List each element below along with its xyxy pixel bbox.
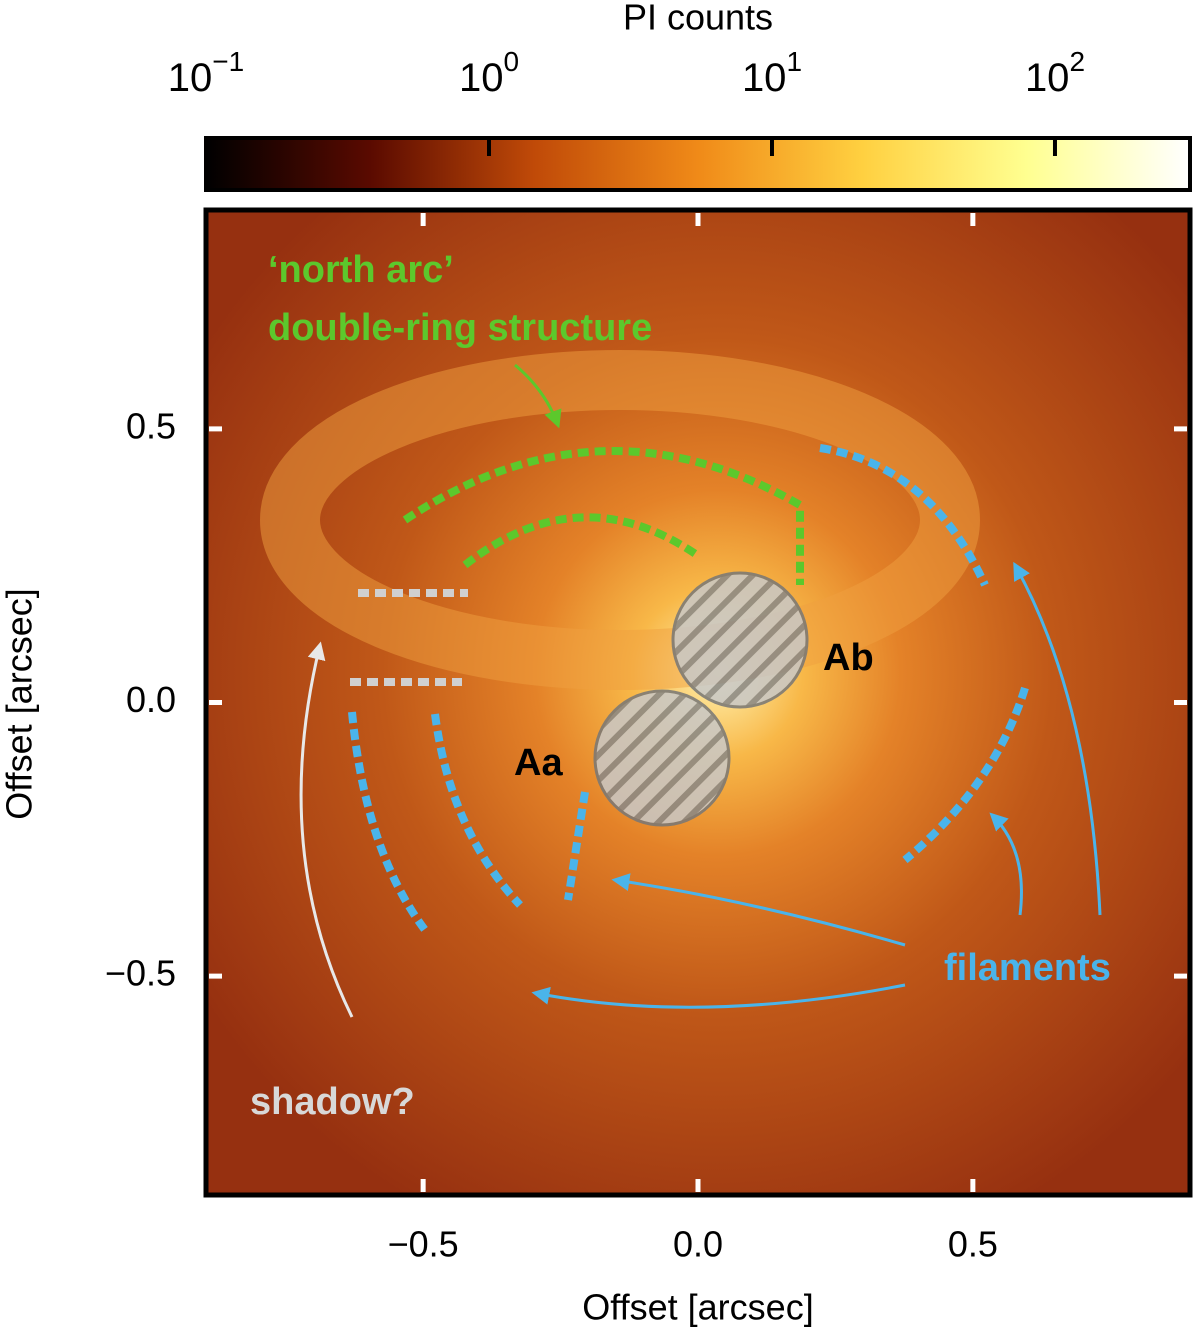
tick-base: 10: [459, 56, 504, 100]
tick-exponent: 1: [786, 46, 802, 77]
arrow: [989, 812, 1023, 916]
arrow: [1013, 561, 1102, 916]
tick-exponent: 0: [503, 46, 519, 77]
filament: [902, 686, 1029, 864]
colorbar-tick-label: 10−1: [168, 46, 244, 99]
annotation: Aa: [514, 742, 563, 784]
filament: [564, 791, 589, 901]
colorbar-tick-label: 101: [742, 46, 802, 99]
arrow: [531, 983, 906, 1009]
colorbar: [204, 136, 1192, 192]
y-tick-label: 0.0: [126, 679, 176, 720]
annotation: ‘north arc’: [268, 249, 454, 291]
x-tick-label: 0.0: [673, 1224, 723, 1265]
mask-ab: [671, 571, 809, 709]
annotation: double-ring structure: [268, 307, 652, 349]
image-layer: ‘north arc’ double-ring structure Ab Aa …: [206, 210, 1190, 1195]
tick-exponent: 2: [1069, 46, 1085, 77]
y-tick-label: 0.5: [126, 405, 176, 446]
colorbar-tick-label: 102: [1025, 46, 1085, 99]
y-tick-label: −0.5: [105, 953, 176, 994]
arrow: [611, 873, 906, 947]
mask-aa: [593, 689, 731, 827]
x-tick-label: −0.5: [388, 1224, 459, 1265]
filament: [348, 711, 429, 933]
annotation: shadow?: [250, 1081, 415, 1123]
colorbar-label: PI counts: [623, 0, 773, 38]
tick-base: 10: [1025, 56, 1070, 100]
plot-frame: [203, 207, 1193, 1198]
x-axis-label: Offset [arcsec]: [582, 1287, 813, 1328]
annotation: Ab: [823, 637, 874, 679]
tick-base: 10: [168, 56, 213, 100]
arrow: [299, 641, 354, 1018]
north-arc-outer: [402, 447, 804, 585]
tick-exponent: −1: [212, 46, 244, 77]
tick-base: 10: [742, 56, 787, 100]
filament: [431, 713, 523, 908]
filament: [819, 444, 989, 587]
annotation: filaments: [944, 947, 1111, 989]
disk-glow: [260, 350, 980, 690]
colorbar-tick-label: 100: [459, 46, 519, 99]
north-arc-inner: [462, 513, 700, 569]
y-axis-label: Offset [arcsec]: [0, 588, 40, 819]
x-tick-label: 0.5: [948, 1224, 998, 1265]
arrow: [514, 363, 562, 429]
